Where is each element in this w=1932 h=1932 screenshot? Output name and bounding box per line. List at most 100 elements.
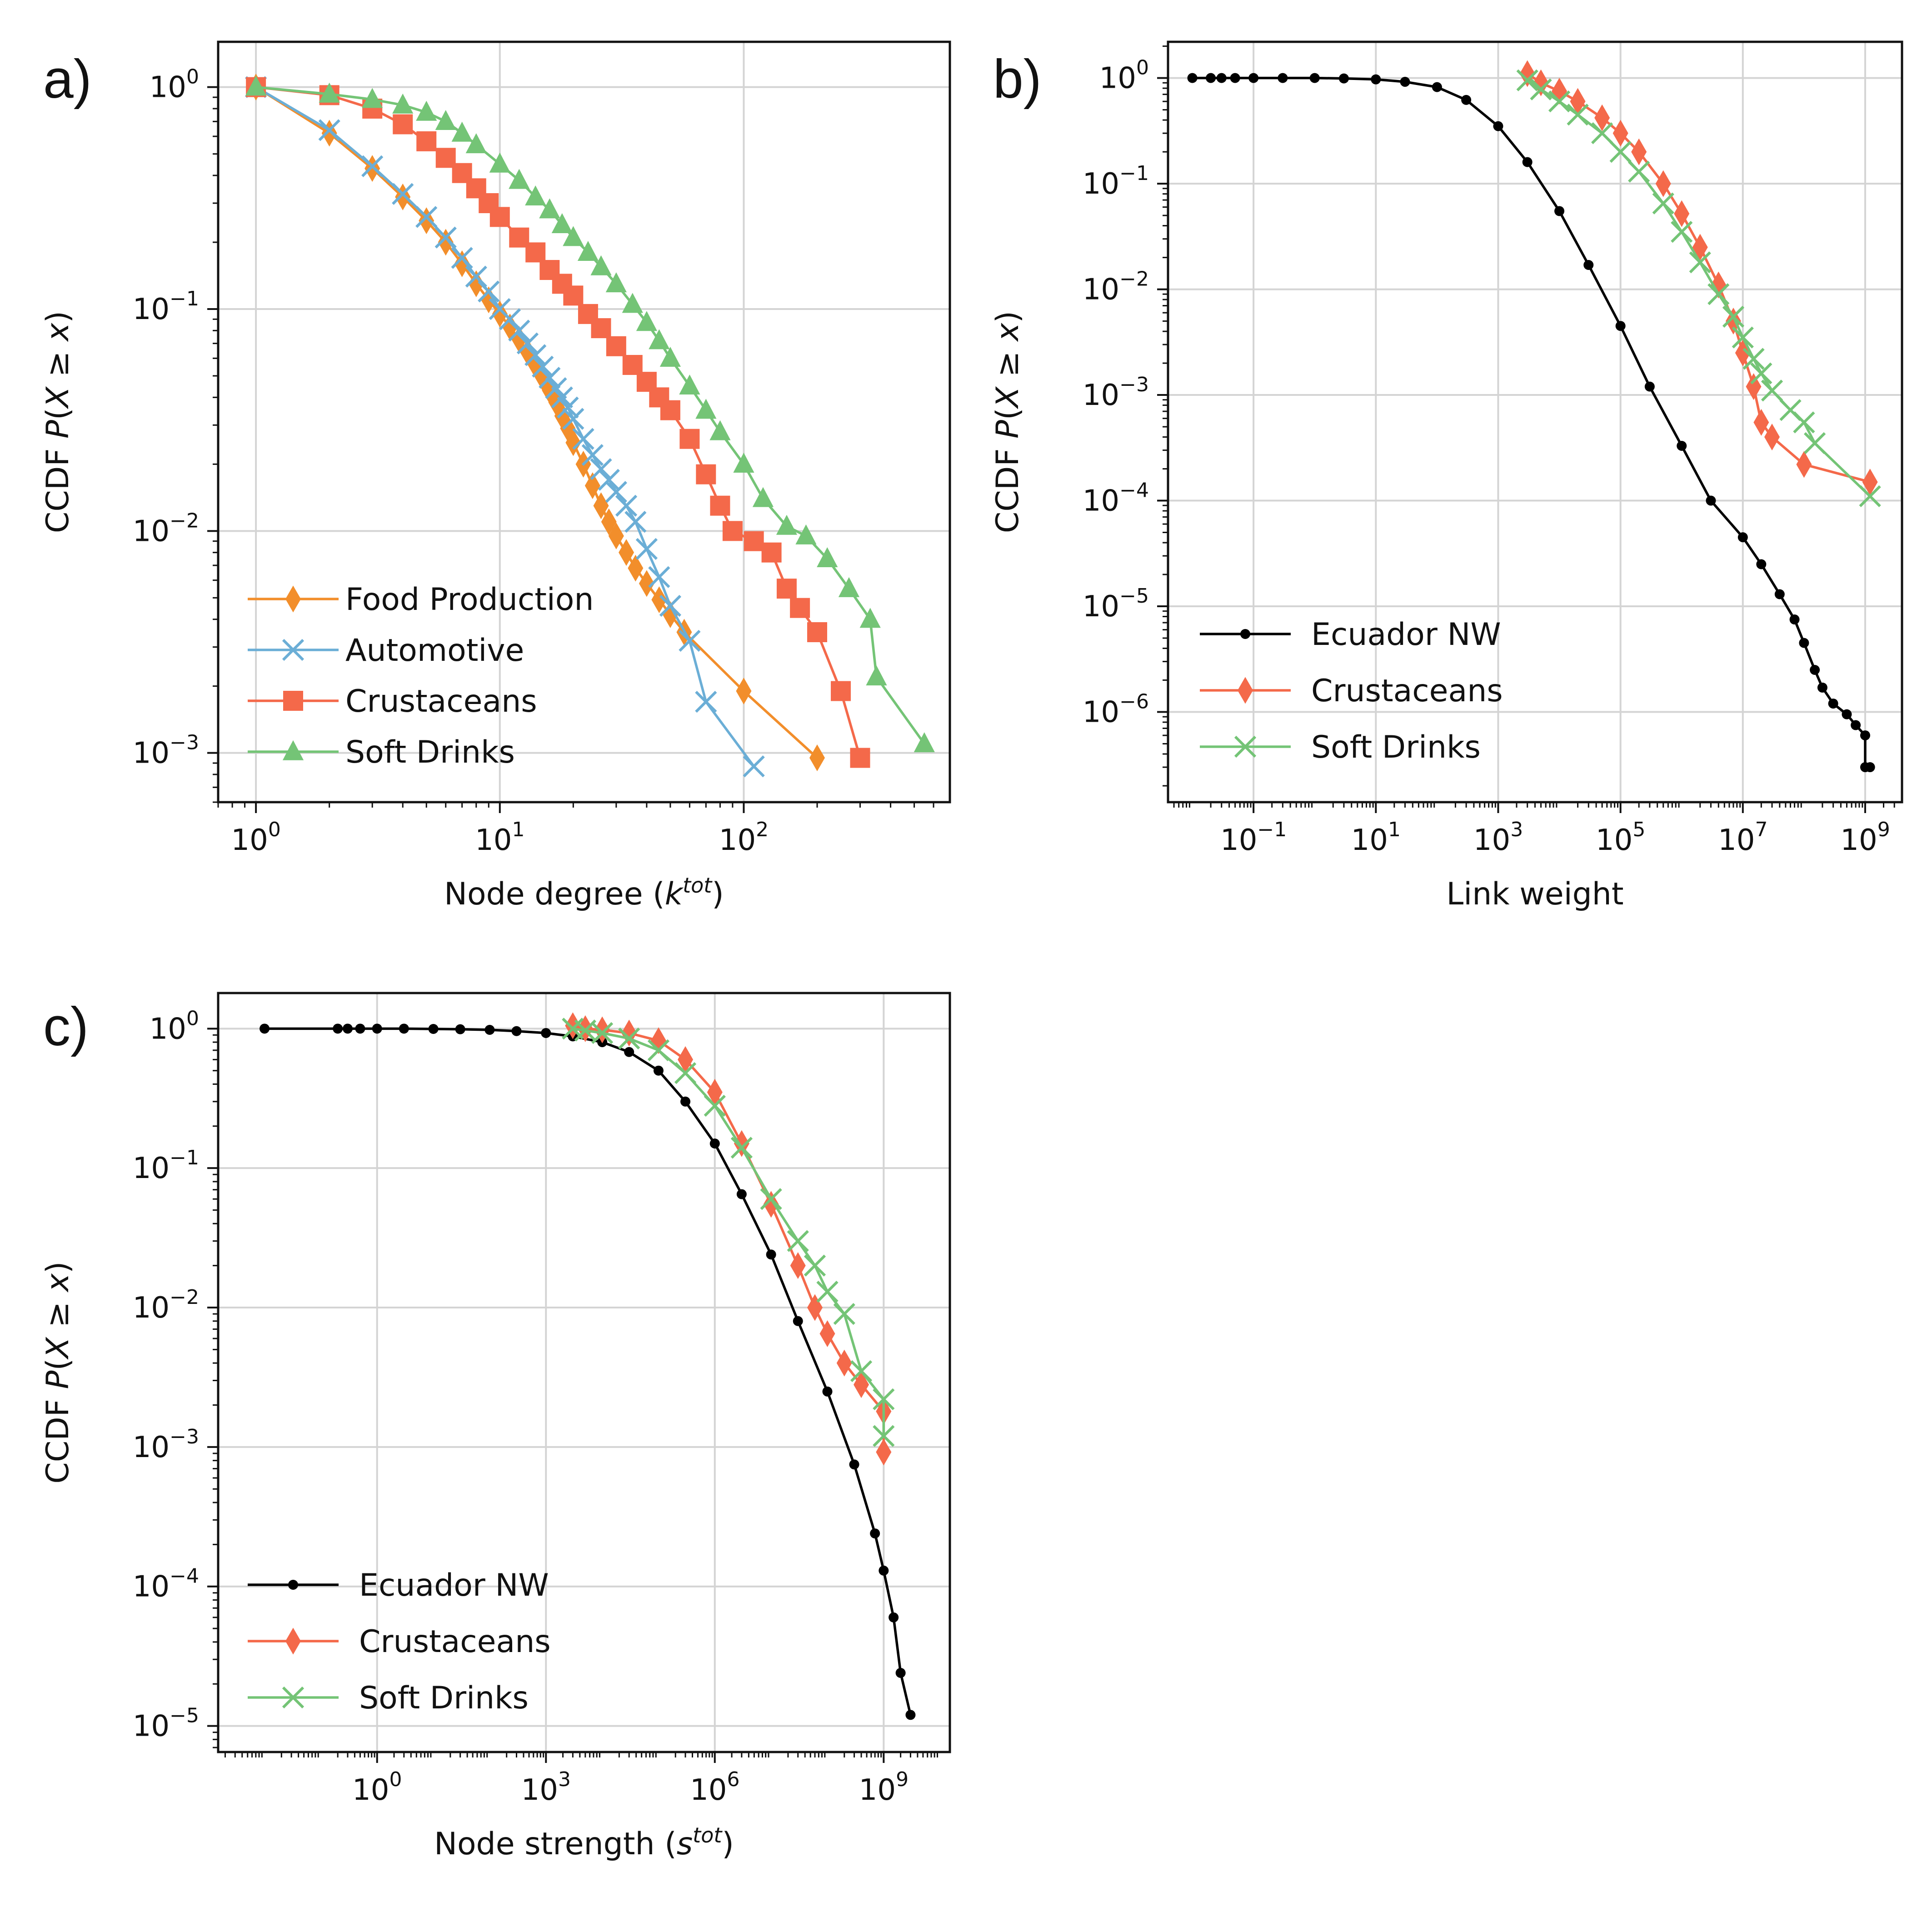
data-point	[318, 119, 340, 141]
data-point	[1674, 200, 1690, 227]
series-line-crustaceans	[1527, 72, 1871, 484]
data-point	[822, 1386, 833, 1397]
data-point	[895, 1667, 906, 1678]
data-point	[605, 481, 627, 503]
panel-label: b)	[993, 49, 1042, 110]
data-point	[1554, 206, 1565, 216]
legend: Food Production Automotive Crustaceans Soft…	[248, 582, 594, 770]
data-point	[850, 1360, 873, 1383]
major-ticks	[207, 86, 745, 813]
data-point	[1432, 82, 1442, 92]
legend-marker	[1238, 677, 1253, 704]
data-point	[622, 354, 643, 375]
data-point	[415, 206, 438, 228]
data-point	[804, 1254, 826, 1277]
legend-marker	[285, 1627, 301, 1655]
data-point	[649, 329, 670, 349]
data-point	[361, 155, 384, 177]
data-point	[817, 547, 838, 568]
plot-area	[1187, 60, 1881, 773]
data-point	[1810, 664, 1820, 675]
data-point	[1692, 234, 1708, 261]
data-point	[434, 226, 457, 249]
data-point	[416, 100, 437, 121]
series-line-ecuador-nw	[265, 1027, 912, 1715]
axes-frame	[217, 40, 951, 804]
data-point	[1644, 381, 1655, 392]
axes-frame	[1167, 40, 1903, 804]
data-point	[914, 732, 935, 753]
y-tick-label: 10−5	[1083, 584, 1149, 624]
data-point	[659, 594, 682, 617]
x-axis-label: Link weight	[1446, 876, 1623, 912]
data-point	[628, 554, 644, 582]
x-tick-label: 105	[1596, 818, 1645, 857]
data-point	[1750, 362, 1772, 384]
data-point	[1842, 709, 1852, 719]
data-point	[539, 367, 561, 389]
data-point	[1609, 140, 1632, 163]
data-point	[577, 241, 599, 261]
data-point	[795, 524, 817, 544]
data-point	[399, 1023, 409, 1034]
data-point	[776, 514, 798, 535]
y-tick-label: 100	[150, 65, 199, 105]
data-point	[1746, 373, 1762, 400]
data-point	[372, 1023, 382, 1034]
data-point	[1652, 192, 1674, 215]
data-point	[1516, 69, 1538, 91]
data-point	[1519, 60, 1535, 87]
legend: Ecuador NW Crustaceans Soft Drinks	[248, 1568, 551, 1716]
data-point	[465, 265, 487, 288]
y-axis-label: CCDF P(X ≥ x)	[40, 311, 76, 533]
legend-marker	[283, 691, 303, 711]
x-tick-label: 103	[521, 1768, 571, 1807]
data-point	[624, 510, 647, 533]
legend: Ecuador NW Crustaceans Soft Drinks	[1200, 617, 1503, 765]
data-point	[1799, 638, 1809, 648]
data-point	[601, 508, 617, 535]
data-point	[245, 75, 267, 96]
x-tick-label: 109	[1840, 818, 1890, 857]
major-ticks	[1157, 77, 1866, 813]
panel-b: b) 10−1 101 103 105 107 109 100 10−1 10−2 10−3 10−4…	[990, 40, 1903, 912]
data-point	[1309, 73, 1320, 83]
data-point	[873, 1388, 895, 1410]
data-point	[525, 242, 546, 263]
data-point	[695, 399, 717, 419]
data-point	[1591, 122, 1613, 145]
data-point	[763, 1191, 779, 1218]
data-point	[1187, 73, 1198, 83]
data-point	[859, 608, 881, 628]
data-point	[679, 429, 700, 449]
series-line-soft-drinks	[572, 1027, 885, 1436]
legend-marker	[1234, 735, 1257, 758]
plot-area	[245, 74, 935, 778]
y-tick-label: 10−5	[133, 1704, 199, 1743]
data-point	[1803, 432, 1826, 454]
y-axis-label: CCDF P(X ≥ x)	[990, 311, 1026, 533]
data-point	[1764, 424, 1780, 451]
y-tick-label: 10−1	[133, 1146, 199, 1185]
data-point	[524, 344, 547, 366]
data-point	[551, 213, 573, 234]
legend-label: Soft Drinks	[1311, 729, 1481, 765]
data-point	[333, 1023, 343, 1034]
y-tick-label: 10−4	[133, 1565, 199, 1604]
data-point	[1732, 326, 1754, 349]
data-point	[1774, 589, 1785, 599]
data-point	[455, 1024, 465, 1034]
data-point	[581, 444, 604, 466]
data-point	[733, 453, 754, 473]
data-point	[516, 332, 539, 354]
legend-label: Crustaceans	[1311, 673, 1503, 709]
gridlines	[218, 993, 950, 1752]
data-point	[1742, 348, 1765, 370]
data-point	[1594, 104, 1610, 131]
data-point	[562, 408, 584, 430]
data-point	[1865, 762, 1875, 773]
data-point	[709, 1138, 720, 1149]
x-tick-label: 107	[1718, 818, 1767, 857]
data-point	[650, 1027, 666, 1054]
data-point	[1677, 440, 1687, 451]
